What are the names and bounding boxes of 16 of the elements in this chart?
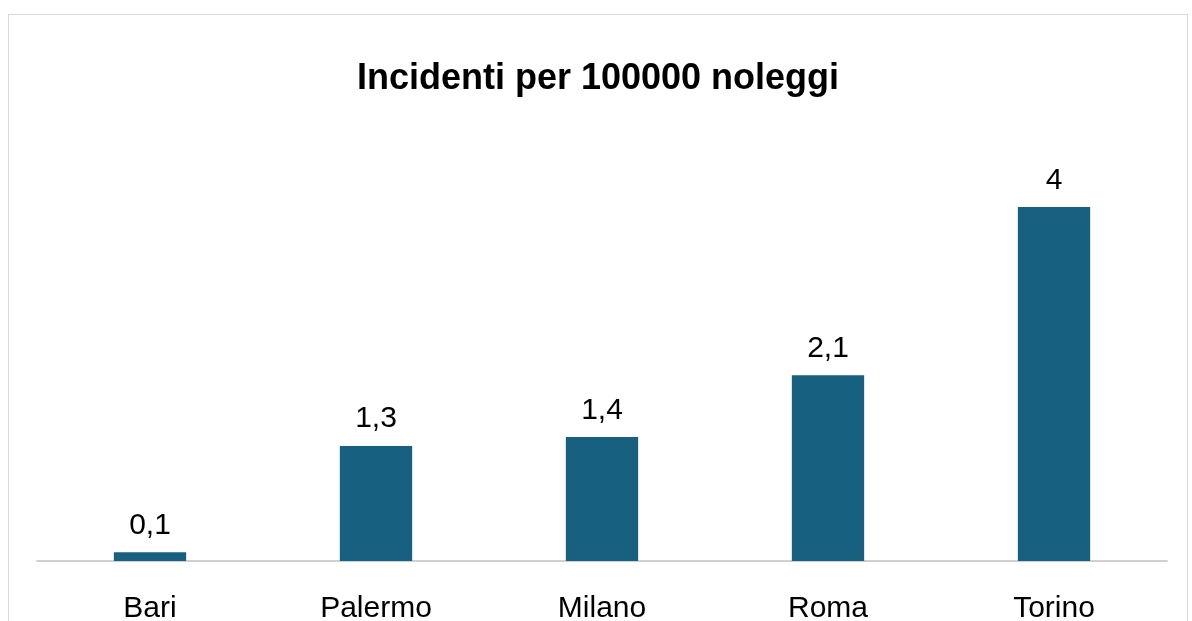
data-label: 2,1 [807,329,849,363]
chart-title: Incidenti per 100000 noleggi [356,55,840,97]
data-label: 1,3 [355,400,397,434]
bar [1017,207,1091,561]
bar [339,445,413,561]
x-tick-label: Milano [557,589,647,621]
bar [113,552,187,561]
data-label: 1,4 [581,391,623,425]
x-tick-label: Palermo [320,589,432,621]
bar [791,375,865,561]
data-label: 0,1 [129,506,171,540]
x-tick-label: Roma [787,589,869,621]
data-label: 4 [1045,161,1063,195]
bar [565,437,639,561]
x-tick-label: Torino [1013,589,1095,621]
x-tick-label: Bari [123,589,177,621]
